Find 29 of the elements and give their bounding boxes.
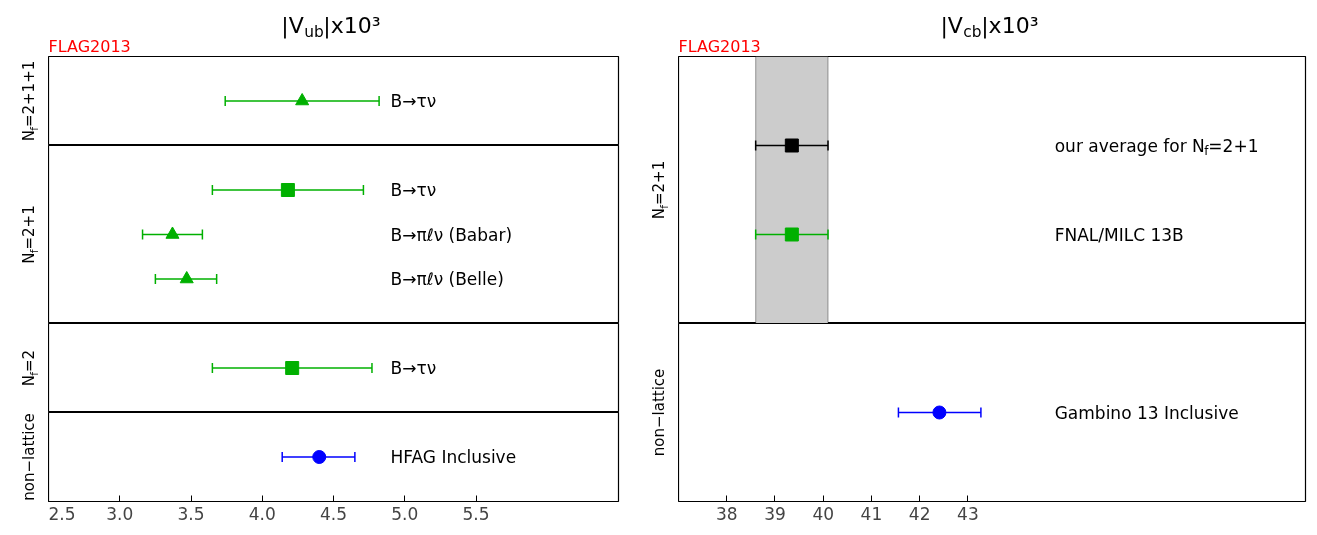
- x-tick-label: 4.0: [248, 503, 276, 524]
- x-tick-label: 40: [812, 503, 835, 524]
- y-axis-title: non−lattice: [20, 413, 39, 501]
- category-label: B→τν: [390, 91, 437, 111]
- x-tick-label: 39: [764, 503, 786, 524]
- category-label: HFAG Inclusive: [390, 447, 517, 467]
- category-label: B→πℓν (Babar): [390, 224, 513, 245]
- text: FLAG2013: [48, 37, 131, 56]
- x-tick-label: 41: [860, 503, 883, 524]
- y-axis-title: Nf=2+1+1: [20, 60, 40, 142]
- y-axis-title: Nf=2+1: [650, 160, 670, 220]
- x-tick-label: 4.5: [319, 503, 348, 524]
- x-tick-label: 5.5: [462, 503, 490, 524]
- x-tick-label: 42: [908, 503, 931, 524]
- x-tick-label: 2.5: [48, 503, 76, 524]
- x-tick-label: 43: [957, 503, 979, 524]
- y-axis-title: Nf=2: [20, 349, 40, 387]
- category-label: FNAL/MILC 13B: [1054, 224, 1184, 245]
- y-axis-title: Nf=2+1: [20, 205, 40, 264]
- category-label: B→τν: [390, 358, 437, 378]
- category-label: B→τν: [390, 180, 437, 200]
- x-tick-label: 3.0: [106, 503, 134, 524]
- y-axis-title: non−lattice: [650, 368, 669, 457]
- x-tick-label: 5.0: [391, 503, 419, 524]
- text: FLAG2013: [678, 37, 761, 56]
- x-tick-label: 3.5: [177, 503, 205, 524]
- x-tick-label: 38: [715, 503, 738, 524]
- category-label: B→πℓν (Belle): [390, 269, 504, 289]
- category-label: Gambino 13 Inclusive: [1054, 402, 1239, 423]
